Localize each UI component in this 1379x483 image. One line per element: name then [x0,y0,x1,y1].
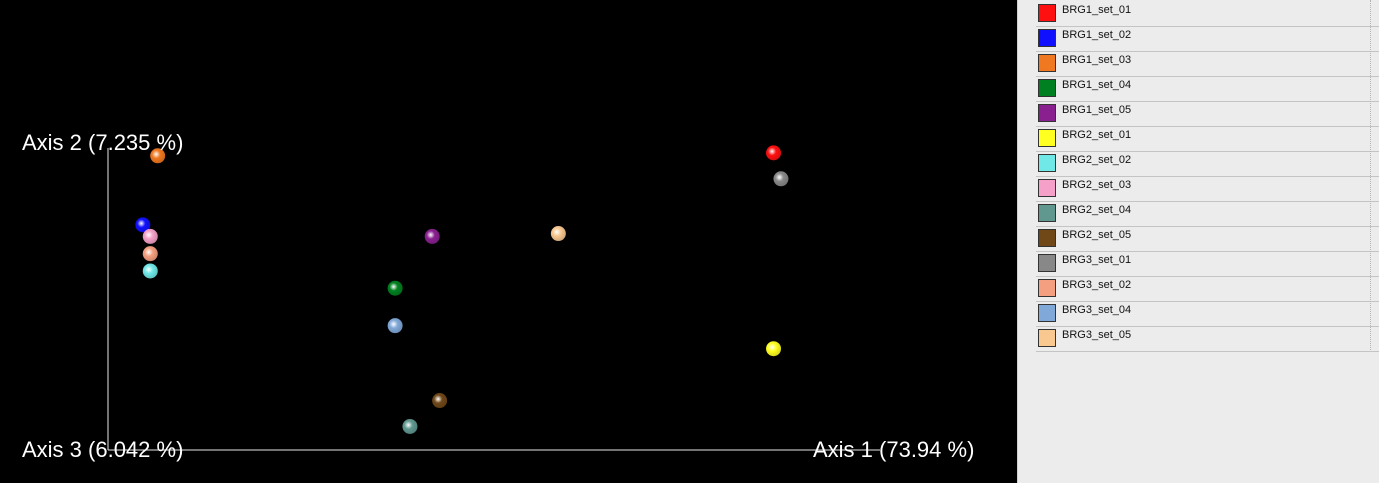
legend-item[interactable]: BRG2_set_01 [1036,127,1379,152]
legend-label: BRG1_set_05 [1062,104,1132,116]
plot-area[interactable]: Axis 2 (7.235 %) Axis 3 (6.042 %) Axis 1… [0,0,1017,483]
legend-label: BRG1_set_03 [1062,54,1132,66]
axis2-label: Axis 2 (7.235 %) [22,130,184,155]
legend-swatch[interactable] [1038,179,1056,197]
legend-item[interactable]: BRG2_set_04 [1036,202,1379,227]
point-BRG3_set_02[interactable] [142,246,158,262]
legend-item[interactable]: BRG3_set_02 [1036,277,1379,302]
legend-swatch[interactable] [1038,29,1056,47]
legend-label: BRG3_set_04 [1062,304,1132,316]
legend-label: BRG1_set_02 [1062,29,1132,41]
point-BRG3_set_05[interactable] [550,226,566,242]
legend-item[interactable]: BRG1_set_05 [1036,102,1379,127]
legend: BRG1_set_01 BRG1_set_02 BRG1_set_03 BRG1_se… [1036,2,1379,352]
legend-item[interactable]: BRG1_set_04 [1036,77,1379,102]
legend-swatch[interactable] [1038,304,1056,322]
legend-swatch[interactable] [1038,154,1056,172]
legend-label: BRG3_set_05 [1062,329,1132,341]
legend-label: BRG1_set_01 [1062,4,1132,16]
legend-swatch[interactable] [1038,329,1056,347]
legend-swatch[interactable] [1038,229,1056,247]
legend-item[interactable]: BRG1_set_01 [1036,2,1379,27]
point-BRG3_set_04[interactable] [387,318,403,334]
point-BRG1_set_03[interactable] [150,148,166,164]
legend-swatch[interactable] [1038,204,1056,222]
legend-label: BRG3_set_02 [1062,279,1132,291]
axis3-label: Axis 3 (6.042 %) [22,437,184,462]
legend-scroll-edge [1369,0,1371,350]
legend-item[interactable]: BRG3_set_01 [1036,252,1379,277]
legend-item[interactable]: BRG2_set_02 [1036,152,1379,177]
legend-item[interactable]: BRG1_set_02 [1036,27,1379,52]
legend-swatch[interactable] [1038,54,1056,72]
scatter-plot[interactable] [0,0,1017,483]
legend-item[interactable]: BRG2_set_05 [1036,227,1379,252]
point-BRG2_set_02[interactable] [142,263,158,279]
legend-label: BRG2_set_03 [1062,179,1132,191]
point-BRG1_set_04[interactable] [387,280,403,296]
legend-item[interactable]: BRG3_set_05 [1036,327,1379,352]
legend-label: BRG2_set_04 [1062,204,1132,216]
point-BRG1_set_01[interactable] [766,145,782,161]
data-points [135,145,789,434]
legend-item[interactable]: BRG1_set_03 [1036,52,1379,77]
legend-item[interactable]: BRG3_set_04 [1036,302,1379,327]
legend-swatch[interactable] [1038,279,1056,297]
point-BRG3_set_01[interactable] [773,171,789,187]
legend-panel: BRG1_set_01 BRG1_set_02 BRG1_set_03 BRG1_se… [1017,0,1379,483]
legend-swatch[interactable] [1038,4,1056,22]
legend-label: BRG1_set_04 [1062,79,1132,91]
legend-swatch[interactable] [1038,129,1056,147]
legend-swatch[interactable] [1038,79,1056,97]
axis1-label: Axis 1 (73.94 %) [813,437,975,462]
legend-swatch[interactable] [1038,254,1056,272]
legend-swatch[interactable] [1038,104,1056,122]
point-BRG2_set_03[interactable] [142,228,158,244]
legend-label: BRG3_set_01 [1062,254,1132,266]
point-BRG2_set_05[interactable] [432,393,448,409]
legend-label: BRG2_set_01 [1062,129,1132,141]
legend-label: BRG2_set_02 [1062,154,1132,166]
point-BRG2_set_01[interactable] [766,341,782,357]
legend-label: BRG2_set_05 [1062,229,1132,241]
point-BRG1_set_05[interactable] [424,228,440,244]
legend-item[interactable]: BRG2_set_03 [1036,177,1379,202]
point-BRG1_set_02[interactable] [135,217,151,233]
point-BRG2_set_04[interactable] [402,418,418,434]
